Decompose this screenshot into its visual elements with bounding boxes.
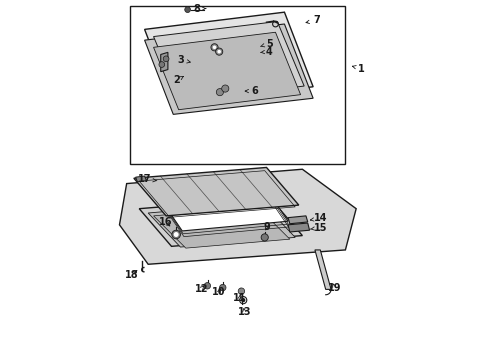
Text: 4: 4 — [261, 46, 273, 57]
Polygon shape — [155, 182, 288, 231]
Circle shape — [221, 85, 229, 92]
Bar — [130, 6, 345, 164]
Circle shape — [261, 234, 269, 241]
Text: 8: 8 — [193, 4, 206, 14]
Polygon shape — [136, 176, 147, 182]
Polygon shape — [161, 52, 168, 72]
Text: 12: 12 — [195, 284, 208, 294]
Text: 5: 5 — [261, 39, 273, 49]
Circle shape — [216, 48, 223, 55]
Polygon shape — [153, 207, 290, 248]
Text: 14: 14 — [310, 213, 327, 223]
Polygon shape — [288, 223, 310, 232]
Circle shape — [218, 50, 221, 53]
Text: 15: 15 — [311, 223, 327, 233]
Circle shape — [213, 45, 216, 49]
Text: 17: 17 — [138, 174, 157, 184]
Circle shape — [173, 232, 179, 237]
Text: 19: 19 — [328, 283, 342, 293]
Circle shape — [211, 44, 218, 51]
Circle shape — [159, 62, 165, 67]
Circle shape — [216, 89, 223, 96]
Polygon shape — [120, 169, 356, 264]
Text: 13: 13 — [238, 307, 251, 317]
Text: 10: 10 — [213, 287, 226, 297]
Circle shape — [204, 283, 211, 289]
Polygon shape — [145, 12, 313, 104]
Text: 6: 6 — [245, 86, 258, 96]
Circle shape — [238, 288, 245, 294]
Text: 2: 2 — [173, 75, 183, 85]
Text: 11: 11 — [233, 293, 246, 303]
Polygon shape — [153, 22, 304, 101]
Circle shape — [242, 299, 245, 302]
Text: 9: 9 — [263, 222, 270, 232]
Circle shape — [172, 230, 180, 239]
Circle shape — [220, 284, 226, 291]
Polygon shape — [315, 250, 331, 289]
Polygon shape — [288, 216, 308, 224]
Text: 3: 3 — [177, 55, 190, 65]
Circle shape — [163, 56, 169, 62]
Text: 18: 18 — [125, 270, 139, 280]
Polygon shape — [153, 32, 300, 110]
Polygon shape — [148, 203, 295, 247]
Circle shape — [185, 7, 191, 13]
Polygon shape — [145, 24, 313, 114]
Polygon shape — [134, 167, 299, 216]
Text: 1: 1 — [352, 64, 365, 74]
Text: 7: 7 — [306, 15, 320, 26]
Text: 16: 16 — [159, 217, 172, 227]
Polygon shape — [139, 198, 302, 246]
